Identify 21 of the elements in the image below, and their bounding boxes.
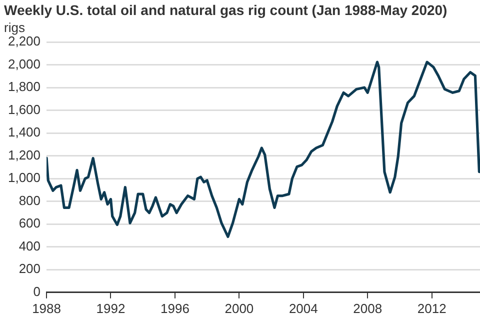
x-tick-label: 1992 bbox=[96, 300, 126, 316]
y-tick-label: 200 bbox=[18, 261, 41, 276]
y-tick-label: 0 bbox=[33, 284, 41, 299]
y-tick-label: 2,200 bbox=[8, 34, 41, 49]
y-axis-title: rigs bbox=[4, 20, 25, 35]
x-tick-label: 2000 bbox=[224, 300, 254, 316]
x-tick-label: 1988 bbox=[32, 300, 61, 316]
y-tick-label: 1,800 bbox=[8, 79, 41, 94]
x-tick-label: 1996 bbox=[160, 300, 190, 316]
y-tick-label: 1,000 bbox=[8, 170, 41, 186]
y-tick-label: 2,000 bbox=[8, 56, 41, 72]
y-tick-label: 800 bbox=[18, 192, 41, 208]
y-tick-label: 1,600 bbox=[8, 102, 41, 117]
chart-title: Weekly U.S. total oil and natural gas rig count (Jan 1988-May 2020) bbox=[4, 2, 448, 18]
x-tick-label: 2008 bbox=[353, 300, 382, 316]
y-tick-label: 1,400 bbox=[8, 124, 41, 140]
y-tick-label: 400 bbox=[18, 238, 41, 254]
x-tick-label: 2012 bbox=[417, 300, 446, 316]
y-tick-label: 600 bbox=[18, 216, 41, 231]
x-tick-label: 2004 bbox=[288, 300, 318, 316]
y-tick-label: 1,200 bbox=[8, 147, 41, 162]
